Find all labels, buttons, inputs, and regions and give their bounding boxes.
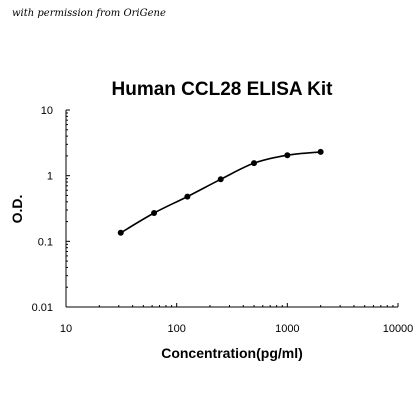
- credit-text: with permission from OriGene: [12, 8, 166, 19]
- data-point: [217, 176, 224, 183]
- chart-title: Human CCL28 ELISA Kit: [112, 79, 334, 100]
- data-point: [317, 148, 324, 155]
- axis-ticks: [65, 109, 399, 308]
- x-tick-label: 10000: [383, 323, 414, 335]
- x-axis-label: Concentration(pg/ml): [161, 345, 303, 361]
- x-tick-label: 1000: [275, 323, 299, 335]
- data-point: [151, 210, 158, 217]
- data-point: [184, 193, 191, 200]
- data-points: [117, 148, 324, 236]
- data-point: [117, 229, 124, 236]
- y-tick-label: 10: [41, 105, 53, 117]
- axis-tick-labels: 10 100 1000 10000 0.01 0.1 1 10: [32, 105, 414, 335]
- x-tick-label: 100: [167, 323, 185, 335]
- y-tick-label: 1: [47, 171, 53, 183]
- x-tick-label: 10: [60, 323, 72, 335]
- data-point: [251, 160, 258, 167]
- y-tick-label: 0.1: [38, 236, 53, 248]
- data-point: [284, 152, 291, 159]
- fit-curve: [120, 151, 321, 234]
- y-tick-label: 0.01: [32, 302, 53, 314]
- y-axis-label: O.D.: [9, 195, 25, 224]
